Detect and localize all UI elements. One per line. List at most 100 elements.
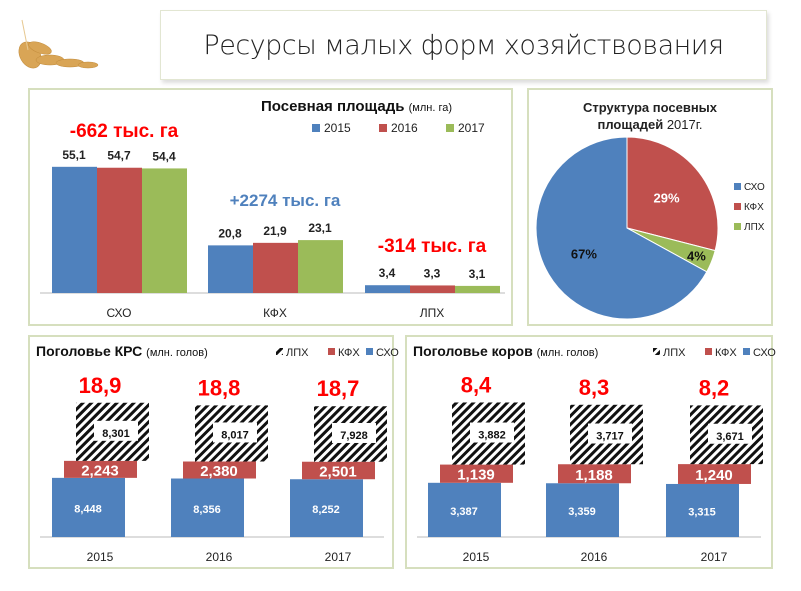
pie-title: Структура посевных xyxy=(583,100,718,115)
bar-segment-СХО xyxy=(171,478,244,537)
data-label: 1,240 xyxy=(695,467,733,484)
bar-segment-СХО xyxy=(52,477,125,537)
legend-swatch xyxy=(734,223,741,230)
legend-label: СХО xyxy=(753,347,776,359)
legend-swatch xyxy=(734,203,741,210)
x-tick-label: СХО xyxy=(107,306,132,320)
data-label: 3,315 xyxy=(688,506,716,518)
pie-label: 4% xyxy=(687,248,706,263)
data-label: 2,380 xyxy=(200,463,238,480)
bar-segment-КФХ xyxy=(64,460,137,478)
x-tick-label: КФХ xyxy=(263,306,287,320)
bar xyxy=(455,285,500,293)
data-label: 8,448 xyxy=(74,503,102,515)
legend-swatch xyxy=(366,348,373,355)
data-label: 2,243 xyxy=(81,462,119,479)
data-label: 54,7 xyxy=(107,149,131,163)
chart-title: Поголовье коров (млн. голов) xyxy=(413,343,598,359)
data-label: 3,717 xyxy=(596,431,624,443)
data-label: 3,671 xyxy=(716,431,744,443)
data-label-bg xyxy=(708,423,752,444)
bar-segment-КФХ xyxy=(678,464,751,484)
data-label-bg xyxy=(470,422,514,443)
total-label: 8,4 xyxy=(461,372,492,397)
bar-segment-КФХ xyxy=(440,464,513,483)
data-label-bg xyxy=(332,422,376,443)
legend-label: КФХ xyxy=(715,347,737,359)
data-label: 8,252 xyxy=(312,504,340,516)
bar-segment-СХО xyxy=(666,483,739,537)
data-label: 3,882 xyxy=(478,430,506,442)
data-label: 8,301 xyxy=(102,428,130,440)
data-label: 7,928 xyxy=(340,430,368,442)
data-label: 1,188 xyxy=(575,467,613,484)
data-label: 1,139 xyxy=(457,467,495,484)
x-tick-label: 2017 xyxy=(701,550,728,564)
data-label: 20,8 xyxy=(218,226,242,240)
total-label: 18,7 xyxy=(317,376,360,401)
chart-unit: (млн. голов) xyxy=(146,347,208,359)
bar xyxy=(52,166,97,293)
data-label-bg xyxy=(588,423,632,444)
legend-swatch xyxy=(379,124,387,132)
data-label: 8,017 xyxy=(221,429,249,441)
data-label: 8,356 xyxy=(193,504,221,516)
data-label: 3,387 xyxy=(450,506,478,518)
pie-label: 29% xyxy=(654,190,680,205)
legend-swatch xyxy=(653,348,660,355)
data-label: 21,9 xyxy=(263,224,287,238)
bar-segment-КФХ xyxy=(183,461,256,479)
pie-slice xyxy=(535,136,708,320)
pie-title: площадей 2017г. xyxy=(597,117,702,132)
data-label: 3,1 xyxy=(469,267,486,281)
annotation: -314 тыс. га xyxy=(378,236,487,257)
wheat-logo xyxy=(18,19,99,69)
x-tick-label: 2016 xyxy=(206,550,233,564)
legend-label: 2015 xyxy=(324,121,351,135)
page-title: Ресурсы малых форм хозяйствования xyxy=(203,29,724,61)
x-tick-label: 2017 xyxy=(325,550,352,564)
pie-slice xyxy=(626,136,719,252)
pie-label: 67% xyxy=(571,246,597,261)
legend-label: 2017 xyxy=(458,121,485,135)
data-label: 2,501 xyxy=(319,463,357,480)
data-label: 23,1 xyxy=(308,221,332,235)
bar xyxy=(142,168,187,293)
legend-label: КФХ xyxy=(744,202,764,213)
chart-title: Посевная площадь (млн. га) xyxy=(261,98,452,115)
total-label: 8,2 xyxy=(699,375,730,400)
bar-segment-КФХ xyxy=(302,461,375,480)
bar-segment-СХО xyxy=(290,479,363,537)
legend-label: СХО xyxy=(376,347,399,359)
legend-swatch xyxy=(446,124,454,132)
legend-swatch xyxy=(312,124,320,132)
data-label: 54,4 xyxy=(152,149,176,163)
legend-swatch xyxy=(734,183,741,190)
legend-label: ЛПХ xyxy=(286,347,309,359)
data-label-bg xyxy=(213,422,257,443)
annotation: +2274 тыс. га xyxy=(230,191,341,210)
data-label: 55,1 xyxy=(62,148,86,162)
legend-swatch xyxy=(705,348,712,355)
bar-segment-СХО xyxy=(546,483,619,537)
chart-unit: (млн. га) xyxy=(409,102,452,114)
bar xyxy=(410,285,455,293)
title-box: Ресурсы малых форм хозяйствования xyxy=(160,10,767,80)
legend-swatch xyxy=(743,348,750,355)
data-label-bg xyxy=(94,420,138,441)
data-label: 3,3 xyxy=(424,266,441,280)
total-label: 8,3 xyxy=(579,375,610,400)
legend-label: СХО xyxy=(744,182,765,193)
x-tick-label: 2015 xyxy=(87,550,114,564)
bar xyxy=(253,242,298,293)
bar xyxy=(298,240,343,293)
bar xyxy=(365,285,410,293)
pie-title-year: 2017г. xyxy=(667,117,703,132)
bar xyxy=(97,167,142,293)
bar xyxy=(208,245,253,293)
legend-label: 2016 xyxy=(391,121,418,135)
x-tick-label: 2016 xyxy=(581,550,608,564)
x-tick-label: ЛПХ xyxy=(420,306,445,320)
chart-title: Поголовье КРС (млн. голов) xyxy=(36,343,208,359)
